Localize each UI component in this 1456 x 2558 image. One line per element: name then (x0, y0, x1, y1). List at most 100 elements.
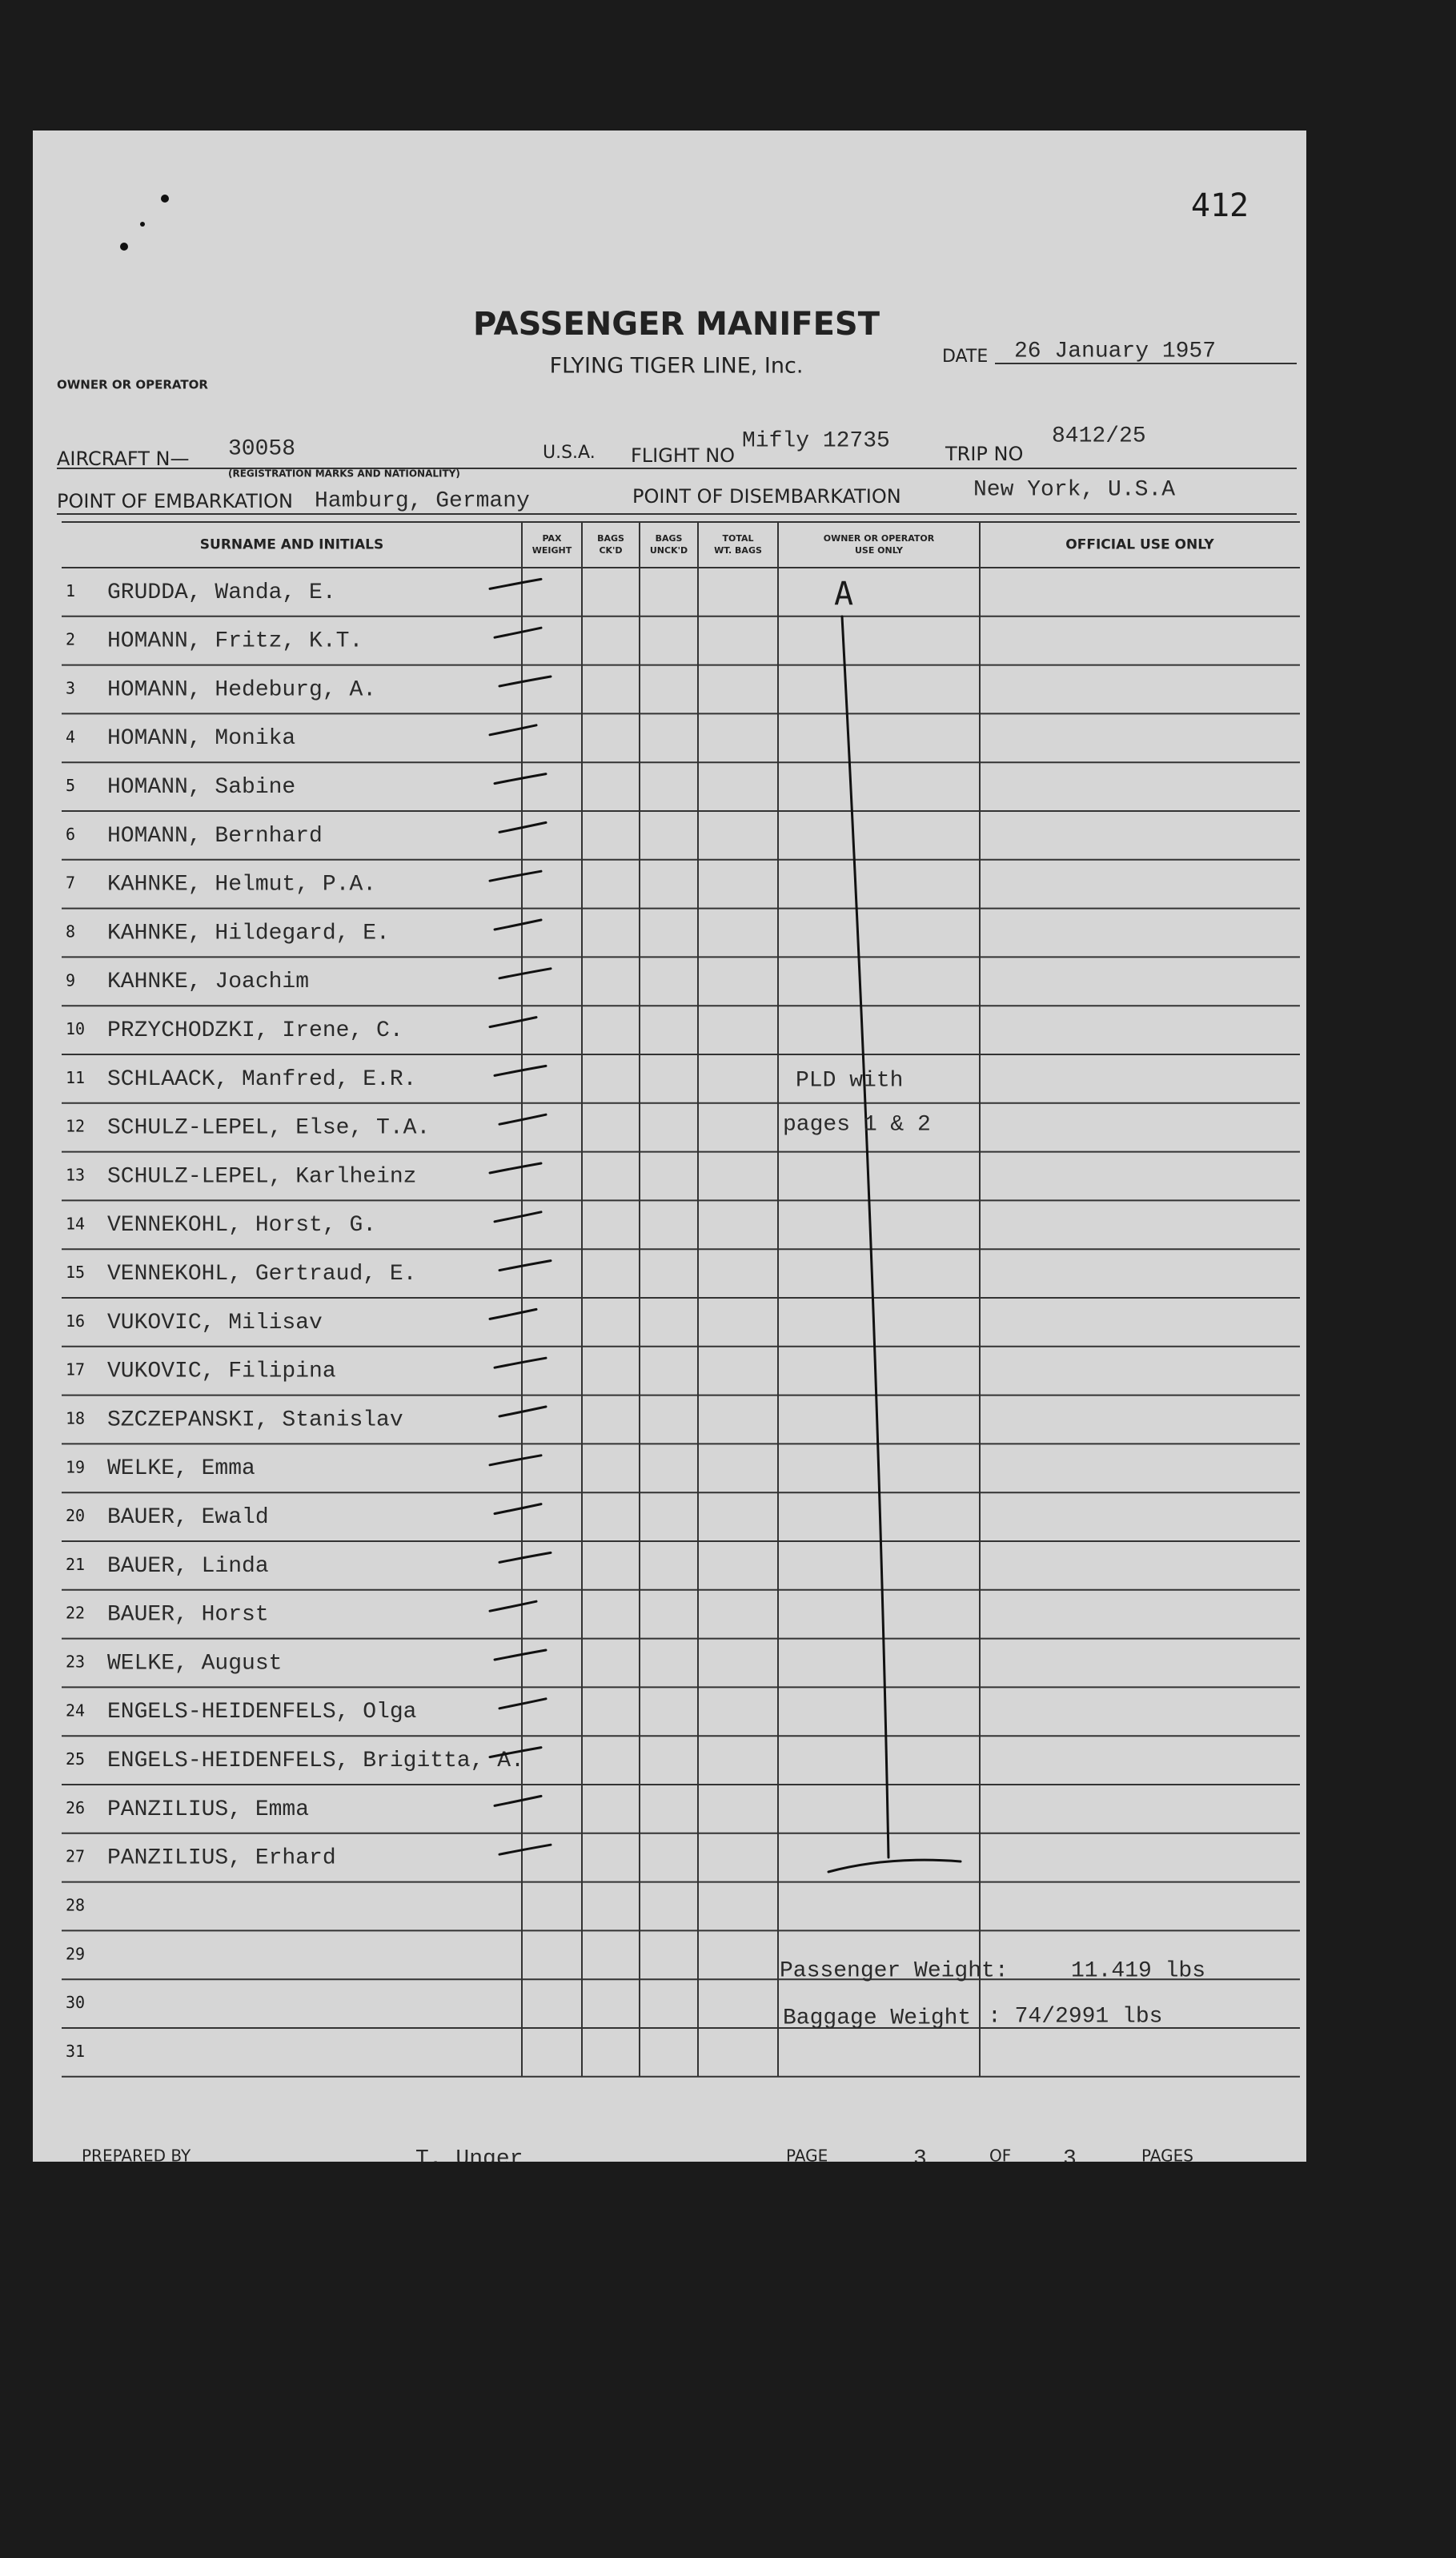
passenger-name: SCHULZ-LEPEL, Else, T.A. (107, 1116, 430, 1141)
column-header: SURNAME AND INITIALS (200, 537, 383, 553)
passenger-name: BAUER, Linda (107, 1554, 269, 1579)
of-label: OF (989, 2146, 1011, 2166)
passenger-name: HOMANN, Monika (107, 726, 295, 751)
column-header: OFFICIAL USE ONLY (1065, 537, 1214, 553)
column-header: BAGS (656, 533, 683, 544)
column-header: USE ONLY (855, 545, 904, 556)
check-stroke (498, 1113, 548, 1126)
column-header: OWNER OR OPERATOR (824, 533, 935, 544)
passenger-name: HOMANN, Fritz, K.T. (107, 629, 363, 654)
check-stroke (488, 577, 543, 590)
company: FLYING TIGER LINE, Inc. (550, 354, 804, 379)
passenger-name: HOMANN, Hedeburg, A. (107, 677, 376, 702)
row-number: 16 (66, 1311, 85, 1331)
page: 3 (913, 2146, 927, 2171)
check-stroke (493, 1503, 543, 1516)
check-stroke (488, 1307, 538, 1320)
pen-line (827, 615, 962, 1873)
row-number: 8 (66, 922, 75, 942)
speck (140, 222, 145, 227)
check-stroke (493, 1064, 548, 1077)
check-stroke (488, 724, 538, 737)
row-number: 17 (66, 1360, 85, 1379)
manifest-table: SURNAME AND INITIALS PAXWEIGHTBAGSCK'DBAG… (62, 521, 1300, 2078)
baggage-weight-label: Baggage Weight (783, 2006, 971, 2030)
note-line: PLD with (796, 1068, 903, 1093)
passenger-name: VENNEKOHL, Gertraud, E. (107, 1262, 416, 1287)
check-stroke (498, 1551, 552, 1564)
check-stroke (493, 1794, 543, 1807)
page-label: PAGE (786, 2146, 828, 2166)
row-number: 30 (66, 1993, 85, 2012)
check-stroke (498, 1405, 548, 1418)
row-number: 13 (66, 1166, 85, 1185)
speck (161, 195, 169, 203)
passenger-name: ENGELS-HEIDENFELS, Olga (107, 1700, 416, 1725)
check-stroke (493, 773, 548, 785)
row-number: 23 (66, 1652, 85, 1672)
passenger-name: VUKOVIC, Milisav (107, 1311, 323, 1335)
baggage-weight: : 74/2991 lbs (988, 2004, 1162, 2029)
row-number: 26 (66, 1798, 85, 1817)
passenger-name: BAUER, Ewald (107, 1505, 269, 1530)
column-header: UNCK'D (650, 545, 688, 556)
row-number: 10 (66, 1019, 85, 1038)
passenger-name: SZCZEPANSKI, Stanislav (107, 1408, 403, 1432)
page-number: 412 (1191, 187, 1249, 224)
check-stroke (488, 1454, 543, 1467)
column-header: BAGS (597, 533, 624, 544)
owner-mark: A (834, 576, 853, 612)
check-stroke (498, 675, 552, 688)
passenger-name: PRZYCHODZKI, Irene, C. (107, 1018, 403, 1043)
row-number: 5 (66, 776, 75, 795)
passenger-name: SCHULZ-LEPEL, Karlheinz (107, 1164, 416, 1189)
note-line: pages 1 & 2 (783, 1112, 931, 1137)
content: 412 PASSENGER MANIFEST FLYING TIGER LINE… (57, 187, 1300, 2171)
passenger-name: VENNEKOHL, Horst, G. (107, 1213, 376, 1238)
passenger-name: SCHLAACK, Manfred, E.R. (107, 1067, 416, 1092)
column-header: WT. BAGS (714, 545, 762, 556)
check-stroke (498, 821, 548, 833)
check-stroke (488, 1162, 543, 1175)
passenger-name: ENGELS-HEIDENFELS, Brigitta, A. (107, 1749, 524, 1773)
row-number: 1 (66, 581, 75, 600)
row-number: 29 (66, 1944, 85, 1963)
row-number: 6 (66, 825, 75, 844)
row-number: 11 (66, 1068, 85, 1087)
disembarkation-label: POINT OF DISEMBARKATION (632, 485, 901, 508)
check-stroke (493, 626, 543, 639)
flight-label: FLIGHT NO (631, 444, 735, 467)
row-number: 12 (66, 1117, 85, 1136)
embarkation: Hamburg, Germany (315, 488, 530, 513)
owner-label: OWNER OR OPERATOR (57, 378, 208, 392)
prepared-by: T. Unger (415, 2146, 523, 2171)
row-number: 22 (66, 1604, 85, 1623)
prepared-label: PREPARED BY (82, 2146, 191, 2166)
check-stroke (493, 1356, 548, 1369)
row-number: 27 (66, 1847, 85, 1866)
check-stroke (488, 869, 543, 882)
row-number: 24 (66, 1701, 85, 1720)
column-header: CK'D (599, 545, 622, 556)
date-label: DATE (942, 347, 988, 367)
passenger-name: KAHNKE, Helmut, P.A. (107, 873, 376, 898)
row-number: 4 (66, 727, 75, 746)
column-header: TOTAL (722, 533, 753, 544)
passenger-name: GRUDDA, Wanda, E. (107, 580, 336, 605)
title: PASSENGER MANIFEST (473, 306, 880, 343)
row-number: 18 (66, 1409, 85, 1428)
column-header: WEIGHT (532, 545, 572, 556)
row-number: 9 (66, 970, 75, 990)
check-stroke (498, 1259, 552, 1272)
column-header: PAX (542, 533, 562, 544)
trip-label: TRIP NO (945, 443, 1023, 465)
passenger-name: KAHNKE, Hildegard, E. (107, 921, 390, 946)
row-number: 15 (66, 1263, 85, 1282)
row-number: 14 (66, 1214, 85, 1233)
check-stroke (488, 1746, 543, 1759)
row-number: 20 (66, 1506, 85, 1525)
check-stroke (498, 967, 552, 980)
check-stroke (498, 1843, 552, 1856)
